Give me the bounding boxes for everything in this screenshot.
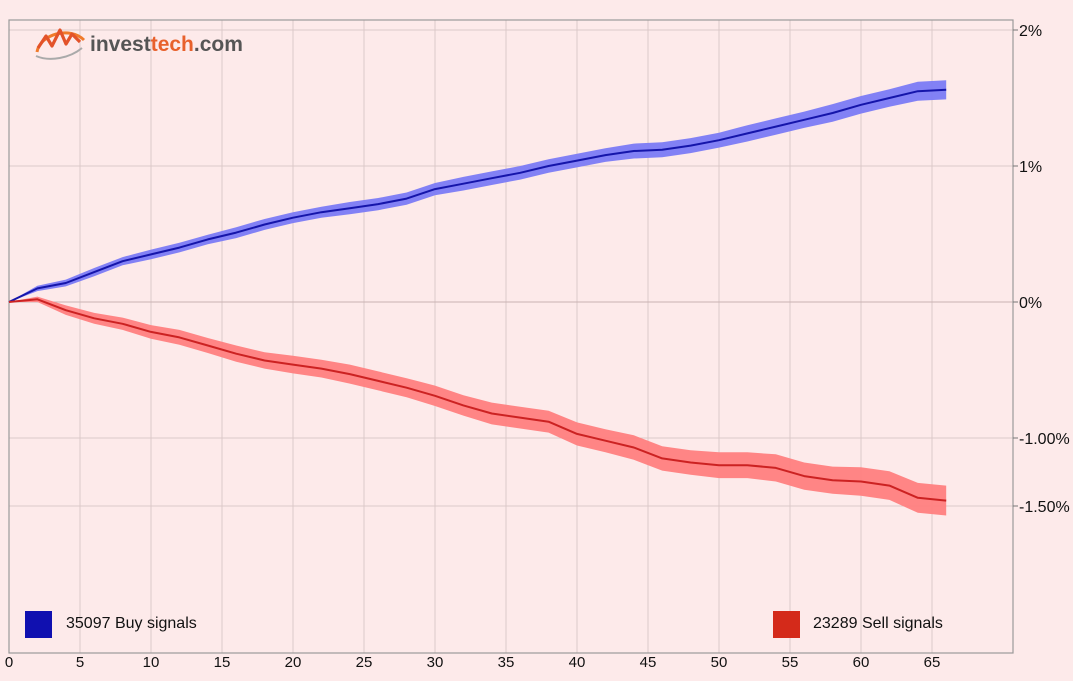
x-tick-label: 55 bbox=[782, 654, 799, 671]
logo-text-invest: invest bbox=[90, 33, 151, 56]
y-tick-label: -1.50% bbox=[1019, 499, 1070, 516]
y-tick-label: 0% bbox=[1019, 295, 1042, 312]
series-band-sell bbox=[9, 296, 947, 516]
legend-sell-label: 23289 Sell signals bbox=[813, 615, 943, 632]
x-tick-label: 25 bbox=[356, 654, 373, 671]
series-line-sell bbox=[8, 298, 947, 502]
legend-sell-swatch bbox=[773, 611, 800, 638]
x-tick-label: 60 bbox=[853, 654, 870, 671]
y-tick-label: 2% bbox=[1019, 23, 1042, 40]
x-tick-label: 30 bbox=[427, 654, 444, 671]
logo-text-com: .com bbox=[194, 33, 243, 56]
x-tick-label: 45 bbox=[640, 654, 657, 671]
x-tick-label: 50 bbox=[711, 654, 728, 671]
grid-layer bbox=[9, 20, 1013, 653]
x-tick-label: 35 bbox=[498, 654, 515, 671]
svg-text:investtech.com: investtech.com bbox=[90, 33, 243, 56]
plot-frame bbox=[8, 19, 1014, 654]
lines-layer bbox=[8, 88, 947, 502]
series-band-buy bbox=[9, 80, 947, 302]
legend-buy-swatch bbox=[25, 611, 52, 638]
y-tick-label: 1% bbox=[1019, 159, 1042, 176]
bands-layer bbox=[9, 80, 947, 516]
series-line-buy bbox=[8, 88, 947, 303]
x-tick-label: 10 bbox=[143, 654, 160, 671]
x-tick-label: 5 bbox=[76, 654, 84, 671]
x-tick-label: 15 bbox=[214, 654, 231, 671]
x-tick-label: 40 bbox=[569, 654, 586, 671]
ticks-layer: 0 5 10 15 20 25 30 35 40 45 50 55 60 65 2% 1% 0% -1.00% -1… bbox=[5, 23, 1070, 671]
y-tick-label: -1.00% bbox=[1019, 431, 1070, 448]
x-tick-label: 0 bbox=[5, 654, 13, 671]
legend-buy-label: 35097 Buy signals bbox=[66, 615, 197, 632]
x-tick-label: 20 bbox=[285, 654, 302, 671]
investtech-logo: investtech.com bbox=[35, 28, 243, 60]
legend-sell: 23289 Sell signals bbox=[773, 611, 943, 638]
x-tick-label: 65 bbox=[924, 654, 941, 671]
legend-buy: 35097 Buy signals bbox=[25, 611, 197, 638]
logo-text-tech: tech bbox=[151, 33, 194, 56]
logo-mark-icon bbox=[35, 28, 86, 60]
